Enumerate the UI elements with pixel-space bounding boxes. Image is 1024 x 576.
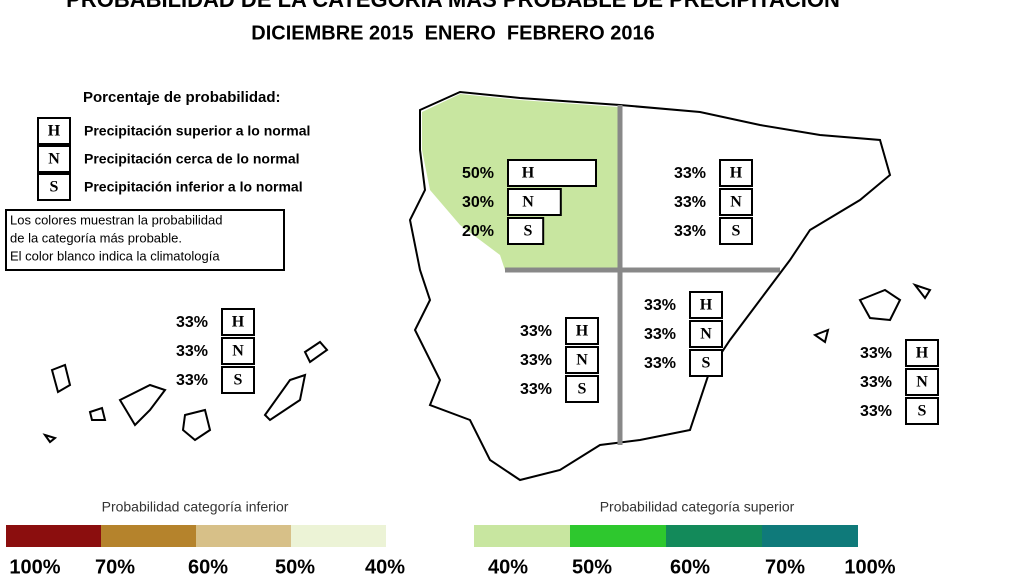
scale-label: 60% (188, 556, 228, 576)
scale-label: 100% (9, 556, 60, 576)
title: PROBABILIDAD DE LA CATEGORÍA MÁS PROBABL… (66, 0, 840, 12)
letter-box (719, 159, 753, 187)
legend-title: Porcentaje de probabilidad: (83, 89, 281, 106)
letter: S (524, 223, 533, 240)
legend-label: Precipitación cerca de lo normal (84, 151, 300, 167)
scale-label: 40% (488, 556, 528, 576)
letter: H (916, 345, 929, 362)
letter-box (565, 317, 599, 345)
letter: S (578, 381, 587, 398)
note-line: El color blanco indica la climatología (10, 248, 220, 263)
letter-box (719, 188, 753, 216)
probability-bar (507, 188, 562, 216)
letter: N (730, 194, 742, 211)
letter-box (565, 346, 599, 374)
letter-box (905, 339, 939, 367)
letter-box (689, 349, 723, 377)
letter-box (221, 337, 255, 365)
percent-label: 33% (520, 352, 552, 369)
subtitle: DICIEMBRE 2015 ENERO FEBRERO 2016 (251, 22, 654, 44)
letter: N (232, 343, 244, 360)
percent-label: 33% (860, 374, 892, 391)
letter: H (48, 123, 61, 140)
letter: H (522, 165, 535, 182)
scale-swatch (762, 525, 858, 547)
percent-label: 30% (462, 194, 494, 211)
letter-box (37, 145, 71, 173)
letter: H (730, 165, 743, 182)
letter-box (719, 217, 753, 245)
scale-label: 60% (670, 556, 710, 576)
letter: S (732, 223, 741, 240)
letter-box (689, 291, 723, 319)
percent-label: 33% (860, 345, 892, 362)
scale-label: 40% (365, 556, 405, 576)
letter: N (576, 352, 588, 369)
letter-box (37, 173, 71, 201)
scale-swatch (101, 525, 196, 547)
percent-label: 33% (176, 343, 208, 360)
letter-box (689, 320, 723, 348)
letter: H (700, 297, 713, 314)
scale-swatch (570, 525, 666, 547)
probability-bar (507, 217, 545, 245)
scale-label: 100% (844, 556, 895, 576)
scale-label: 50% (275, 556, 315, 576)
percent-label: 33% (520, 323, 552, 340)
legend-label: Precipitación superior a lo normal (84, 123, 310, 139)
percent-label: 50% (462, 165, 494, 182)
percent-label: 33% (176, 314, 208, 331)
percent-label: 33% (644, 355, 676, 372)
percent-label: 33% (674, 165, 706, 182)
percent-label: 33% (520, 381, 552, 398)
probability-bar (507, 159, 597, 187)
letter: N (700, 326, 712, 343)
letter-box (37, 117, 71, 145)
scale-swatch (291, 525, 386, 547)
scale-label: 50% (572, 556, 612, 576)
scale-swatch (196, 525, 291, 547)
scale-title: Probabilidad categoría inferior (102, 499, 289, 515)
scale-title: Probabilidad categoría superior (600, 499, 795, 515)
scale-label: 70% (95, 556, 135, 576)
letter-box (905, 368, 939, 396)
letter-box (565, 375, 599, 403)
letter: N (48, 151, 60, 168)
percent-label: 33% (674, 223, 706, 240)
note-line: Los colores muestran la probabilidad (10, 212, 222, 227)
letter: S (702, 355, 711, 372)
letter: S (918, 403, 927, 420)
percent-label: 20% (462, 223, 494, 240)
letter: S (234, 372, 243, 389)
legend-label: Precipitación inferior a lo normal (84, 179, 303, 195)
scale-swatch (474, 525, 570, 547)
letter: N (522, 194, 534, 211)
scale-swatch (6, 525, 101, 547)
letter: N (916, 374, 928, 391)
letter-box (221, 366, 255, 394)
letter-box (221, 308, 255, 336)
letter: S (50, 179, 59, 196)
note-line: de la categoría más probable. (10, 230, 182, 245)
letter: H (576, 323, 589, 340)
percent-label: 33% (674, 194, 706, 211)
percent-label: 33% (176, 372, 208, 389)
scale-swatch (666, 525, 762, 547)
letter-box (905, 397, 939, 425)
percent-label: 33% (644, 326, 676, 343)
percent-label: 33% (860, 403, 892, 420)
percent-label: 33% (644, 297, 676, 314)
note-box (5, 209, 285, 271)
letter: H (232, 314, 245, 331)
scale-label: 70% (765, 556, 805, 576)
